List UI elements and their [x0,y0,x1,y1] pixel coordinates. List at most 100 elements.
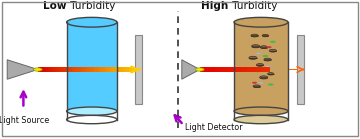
Bar [40,67,44,72]
Bar [59,67,62,72]
Bar [297,35,304,104]
Bar [127,67,130,72]
Bar [56,67,59,72]
Bar [256,67,261,72]
Text: Turbidity: Turbidity [229,1,277,11]
Bar [69,67,72,72]
Bar [261,67,266,72]
Circle shape [260,82,262,83]
Circle shape [267,65,271,67]
Circle shape [258,53,261,54]
Circle shape [260,76,268,79]
Bar [121,67,124,72]
Circle shape [268,66,271,67]
Bar [67,22,117,111]
Bar [111,67,114,72]
Bar [265,67,270,72]
Bar [77,67,80,72]
Circle shape [255,70,261,72]
Bar [93,67,96,72]
Circle shape [253,85,260,88]
Circle shape [259,82,262,83]
Circle shape [269,49,276,52]
Bar [67,111,117,120]
Bar [64,67,67,72]
Circle shape [257,53,260,54]
Bar [90,67,93,72]
Circle shape [256,53,260,54]
Bar [288,69,304,70]
Circle shape [252,45,260,48]
Bar [129,67,132,72]
Bar [119,67,122,72]
Circle shape [258,82,261,83]
Bar [251,67,256,72]
Circle shape [265,66,269,68]
Circle shape [258,82,261,84]
Bar [51,67,54,72]
Text: Low: Low [43,1,67,11]
Bar [209,67,214,72]
Circle shape [257,53,261,54]
Ellipse shape [234,115,288,124]
Circle shape [265,66,269,67]
Circle shape [260,83,264,84]
Bar [237,67,242,72]
Bar [95,67,98,72]
Circle shape [261,82,264,83]
Bar [132,67,135,72]
Bar [100,67,103,72]
Bar [204,67,210,72]
Bar [242,67,247,72]
Circle shape [260,82,264,83]
Ellipse shape [67,115,117,124]
Bar [67,67,69,72]
Text: High: High [201,1,229,11]
Circle shape [262,55,268,57]
Bar [228,67,233,72]
Bar [80,67,82,72]
Bar [200,67,205,72]
Bar [85,67,88,72]
Circle shape [267,73,274,75]
Text: Light Source: Light Source [0,116,49,125]
Circle shape [264,58,271,61]
Bar [48,67,51,72]
Circle shape [256,64,264,66]
Bar [106,67,109,72]
Circle shape [266,67,270,68]
Bar [61,67,64,72]
Circle shape [267,46,272,48]
Bar [113,67,117,72]
Bar [98,67,101,72]
Bar [219,67,224,72]
Circle shape [257,52,261,54]
Circle shape [255,53,259,54]
Circle shape [255,53,259,54]
Circle shape [259,83,262,84]
Bar [108,67,111,72]
Bar [223,67,228,72]
Bar [46,67,49,72]
Bar [135,35,142,104]
Polygon shape [182,60,200,79]
Circle shape [270,41,276,43]
Ellipse shape [234,107,288,115]
Bar [124,67,127,72]
Polygon shape [7,60,38,79]
Bar [137,67,140,72]
Bar [140,67,143,72]
Text: Light Detector: Light Detector [185,123,243,132]
Circle shape [252,82,257,84]
Circle shape [249,56,257,59]
Circle shape [251,34,258,37]
Circle shape [195,68,204,71]
Ellipse shape [67,17,117,27]
Bar [214,67,219,72]
Bar [82,67,85,72]
Circle shape [268,83,274,86]
Circle shape [262,34,269,37]
Bar [43,67,46,72]
Circle shape [266,66,270,67]
Bar [87,67,90,72]
